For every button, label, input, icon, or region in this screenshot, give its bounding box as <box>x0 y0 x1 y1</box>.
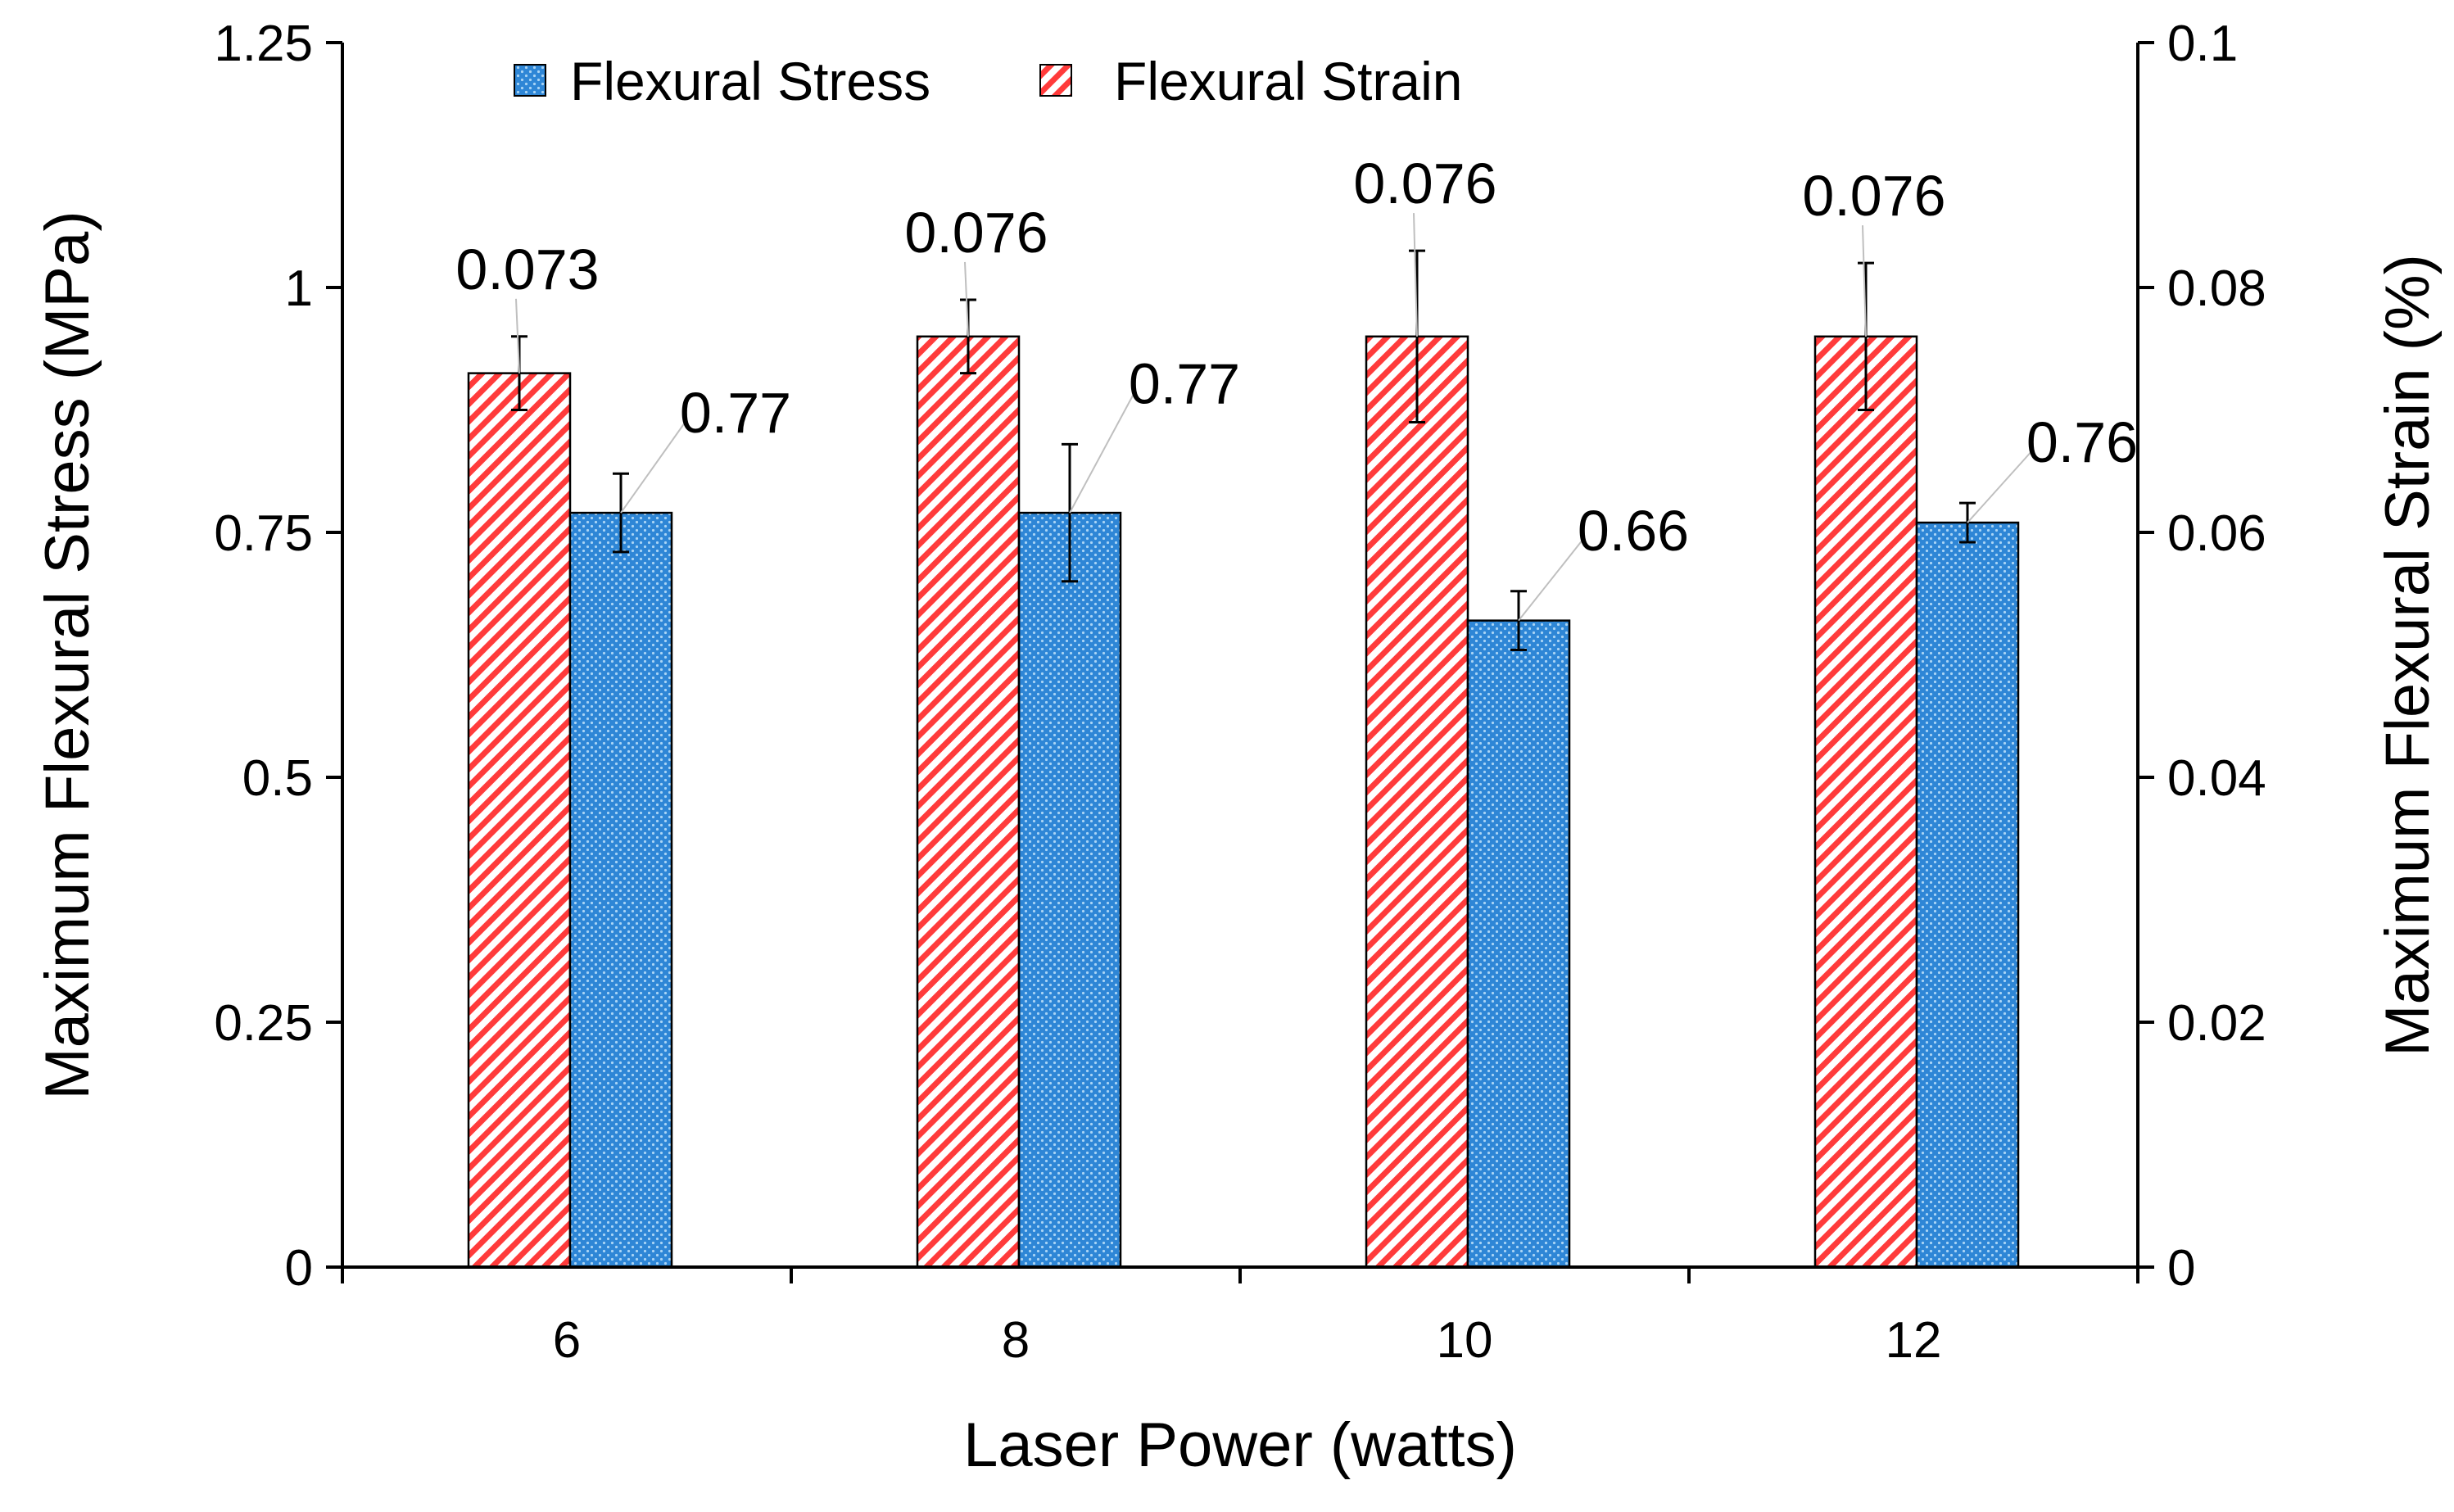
bar-strain <box>916 335 1021 1269</box>
right-y-tick-label: 0.04 <box>2167 750 2266 807</box>
legend-label-strain: Flexural Strain <box>1114 51 1463 111</box>
data-label-leader <box>1413 213 1418 337</box>
data-label-stress: 0.77 <box>1129 351 1240 415</box>
bar-strain <box>467 372 572 1269</box>
data-label-strain: 0.073 <box>455 238 599 301</box>
right-y-tick-label: 0.06 <box>2167 505 2266 562</box>
left-y-tick-label: 1 <box>285 260 313 317</box>
x-tick-label: 8 <box>1002 1312 1030 1369</box>
legend-swatch-stress <box>514 64 546 97</box>
left-y-tick-label: 0.75 <box>214 505 313 562</box>
data-label-stress: 0.76 <box>2026 410 2138 474</box>
data-label-stress: 0.66 <box>1578 499 1689 563</box>
left-y-axis-title: Maximum Flexural Stress (MPa) <box>33 211 102 1099</box>
data-label-leader <box>515 298 520 373</box>
data-label-leader <box>620 419 687 514</box>
x-tick-label: 12 <box>1886 1312 1942 1369</box>
x-axis-title: Laser Power (watts) <box>963 1410 1517 1480</box>
left-y-tick-label: 0.25 <box>214 995 313 1052</box>
left-y-tick-label: 0.5 <box>242 750 313 807</box>
right-y-axis-title: Maximum Flexural Strain (%) <box>2373 254 2443 1057</box>
x-tick-label: 6 <box>553 1312 581 1369</box>
right-y-tick-label: 0 <box>2167 1240 2195 1297</box>
left-y-tick-label: 0 <box>285 1240 313 1297</box>
data-label-leader <box>1518 537 1585 622</box>
data-label-stress: 0.77 <box>680 381 791 445</box>
data-label-leader <box>1862 225 1867 337</box>
bar-stress <box>1466 619 1571 1269</box>
legend-swatch-strain <box>1039 64 1072 97</box>
data-label-strain: 0.076 <box>1353 152 1496 215</box>
right-y-tick-label: 0.08 <box>2167 260 2266 317</box>
x-tick-label: 10 <box>1437 1312 1493 1369</box>
bar-stress <box>568 511 673 1269</box>
bar-strain <box>1813 335 1918 1269</box>
left-y-tick-label: 1.25 <box>214 16 313 72</box>
right-y-tick-label: 0.1 <box>2167 16 2238 72</box>
legend-label-stress: Flexural Stress <box>570 51 930 111</box>
bar-strain <box>1365 335 1469 1269</box>
data-label-leader <box>1967 449 2034 523</box>
data-label-strain: 0.076 <box>1802 164 1945 228</box>
bar-stress <box>1017 511 1122 1269</box>
data-label-leader <box>964 261 969 337</box>
legend: Flexural Stress Flexural Strain <box>514 51 1463 111</box>
data-label-strain: 0.076 <box>904 201 1048 265</box>
right-y-tick-label: 0.02 <box>2167 995 2266 1052</box>
data-label-leader <box>1069 390 1136 514</box>
bar-stress <box>1915 521 2020 1269</box>
